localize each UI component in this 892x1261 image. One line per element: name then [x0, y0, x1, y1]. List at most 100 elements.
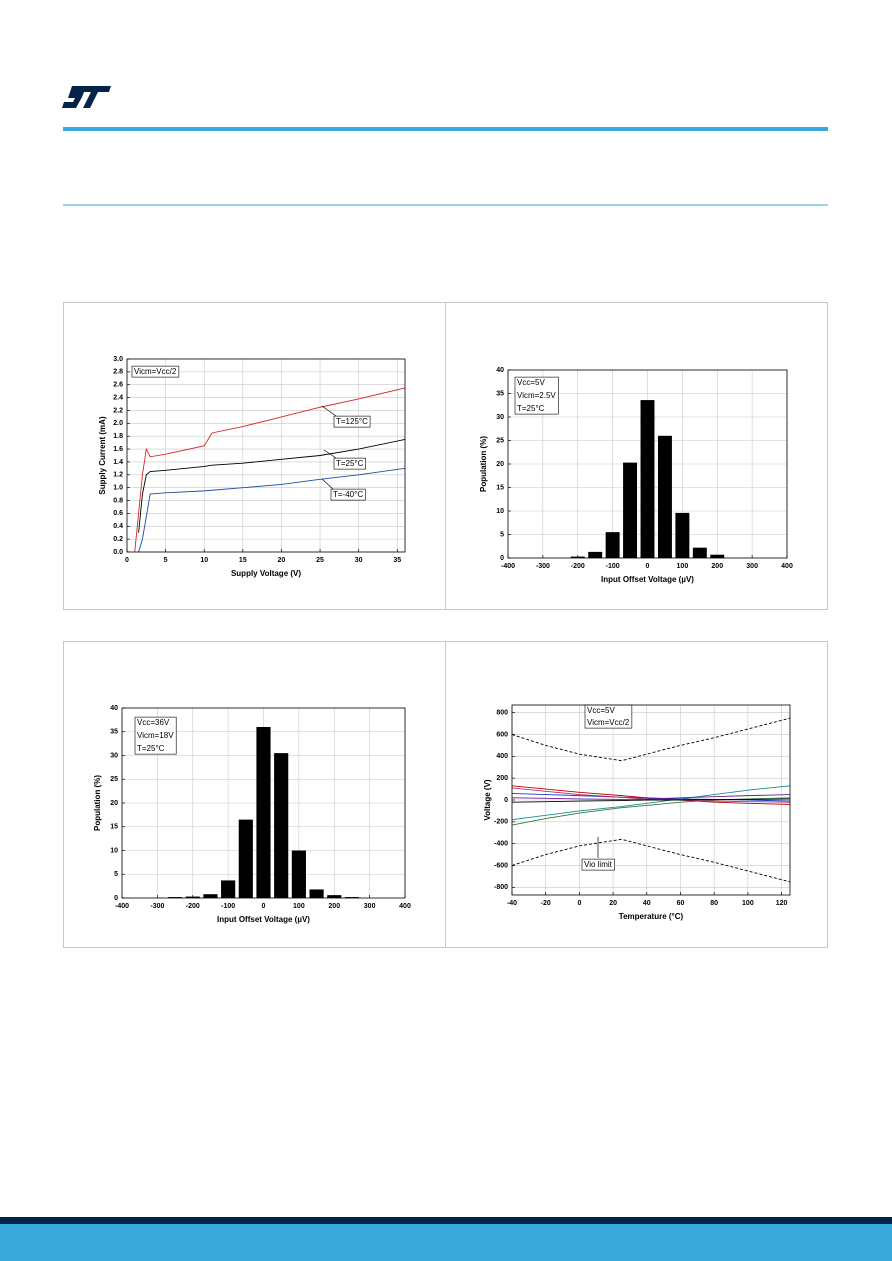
- x-tick-label: -20: [541, 900, 551, 907]
- y-tick-label: 15: [496, 484, 504, 491]
- y-tick-label: 200: [496, 775, 508, 782]
- annotation: Vicm=Vcc/2: [587, 718, 630, 727]
- y-tick-label: 20: [496, 461, 504, 468]
- x-tick-label: -200: [571, 563, 585, 570]
- x-tick-label: 20: [609, 900, 617, 907]
- annotation-box: [330, 488, 366, 501]
- st-logo: [62, 86, 111, 108]
- x-tick-label: 30: [355, 557, 363, 564]
- annotation: Vicm=18V: [137, 731, 174, 740]
- x-tick-label: 300: [746, 563, 758, 570]
- bar: [605, 532, 620, 558]
- y-axis-label: Population (%): [479, 436, 488, 492]
- y-tick-label: 35: [496, 390, 504, 397]
- x-tick-label: 5: [164, 557, 168, 564]
- bar: [675, 512, 690, 558]
- y-tick-label: 0.2: [113, 536, 123, 543]
- x-tick-label: 400: [399, 903, 411, 910]
- x-tick-label: -300: [536, 563, 550, 570]
- plot-frame: [511, 704, 791, 896]
- section-rule: [63, 204, 828, 206]
- y-tick-label: -400: [494, 841, 508, 848]
- y-tick-label: 25: [110, 776, 118, 783]
- annotation: Vcc=5V: [587, 706, 615, 715]
- bar: [203, 894, 218, 898]
- annotation: T=25°C: [137, 744, 165, 753]
- bar: [640, 400, 655, 558]
- x-tick-label: 40: [643, 900, 651, 907]
- bar: [185, 896, 200, 898]
- y-axis-label: Supply Current (mA): [98, 416, 107, 495]
- chart: 0 5 10 15 20 25 30 35 40 -400 -300 -200 -100 0 100 200 3…: [93, 705, 411, 924]
- y-tick-label: 1.6: [113, 446, 123, 453]
- bar: [623, 462, 638, 558]
- y-tick-label: 40: [496, 367, 504, 374]
- chart: 0.0 0.2 0.4 0.6 0.8 1.0 1.2 1.4 1.6 1.8 2.0 2.2 2.4 2…: [98, 356, 406, 578]
- x-tick-label: 35: [393, 557, 401, 564]
- bar: [167, 897, 183, 898]
- annotation: T=-40°C: [333, 490, 363, 499]
- annotation: Vicm=Vcc/2: [134, 367, 177, 376]
- y-tick-label: 2.6: [113, 382, 123, 389]
- x-tick-label: 400: [781, 563, 793, 570]
- y-tick-label: 0.8: [113, 497, 123, 504]
- bar: [657, 435, 672, 558]
- x-tick-label: 100: [742, 900, 754, 907]
- x-axis-label: Input Offset Voltage (µV): [601, 575, 694, 584]
- y-tick-label: 2.4: [113, 394, 123, 401]
- y-tick-label: 30: [110, 752, 118, 759]
- y-tick-label: 30: [496, 414, 504, 421]
- series-line: [511, 717, 791, 762]
- bar: [291, 850, 306, 898]
- y-tick-label: 0: [500, 555, 504, 562]
- bar: [344, 897, 360, 898]
- annotation-arrow: [321, 478, 334, 490]
- plot-frame: [121, 707, 406, 899]
- x-tick-label: 25: [316, 557, 324, 564]
- x-tick-label: 60: [677, 900, 685, 907]
- bar: [588, 551, 603, 558]
- annotation-box: [514, 376, 559, 415]
- y-tick-label: 20: [110, 800, 118, 807]
- annotation-box: [134, 716, 177, 755]
- x-tick-label: -200: [186, 903, 200, 910]
- y-tick-label: 35: [110, 729, 118, 736]
- y-tick-label: 3.0: [113, 356, 123, 363]
- annotation: T=125°C: [336, 417, 368, 426]
- y-tick-label: 800: [496, 709, 508, 716]
- y-tick-label: 5: [500, 531, 504, 538]
- x-tick-label: -400: [115, 903, 129, 910]
- x-tick-label: 0: [646, 563, 650, 570]
- y-tick-label: 0.6: [113, 510, 123, 517]
- y-tick-label: 2.8: [113, 369, 123, 376]
- footer-band: [0, 1217, 892, 1224]
- annotation: Vcc=5V: [517, 378, 545, 387]
- annotation: Vio limit: [584, 860, 613, 869]
- bar: [570, 556, 585, 558]
- bar: [256, 727, 271, 898]
- y-tick-label: 40: [110, 705, 118, 712]
- y-tick-label: 600: [496, 731, 508, 738]
- y-tick-label: 10: [496, 508, 504, 515]
- series-line: [511, 838, 791, 883]
- x-tick-label: 10: [200, 557, 208, 564]
- x-axis-label: Supply Voltage (V): [231, 569, 301, 578]
- x-tick-label: 200: [711, 563, 723, 570]
- annotation-box: [581, 858, 615, 871]
- y-tick-label: -600: [494, 862, 508, 869]
- bar: [710, 554, 725, 558]
- x-tick-label: -40: [507, 900, 517, 907]
- bar: [238, 819, 253, 898]
- y-tick-label: 0: [504, 797, 508, 804]
- series-line: [138, 467, 406, 553]
- y-tick-label: 0.0: [113, 549, 123, 556]
- x-axis-label: Input Offset Voltage (µV): [217, 915, 310, 924]
- annotation-box: [333, 457, 366, 470]
- x-tick-label: -400: [501, 563, 515, 570]
- annotation-arrow: [321, 405, 337, 417]
- bar: [274, 753, 289, 898]
- y-tick-label: 400: [496, 753, 508, 760]
- y-tick-label: 1.8: [113, 433, 123, 440]
- y-tick-label: 2.2: [113, 407, 123, 414]
